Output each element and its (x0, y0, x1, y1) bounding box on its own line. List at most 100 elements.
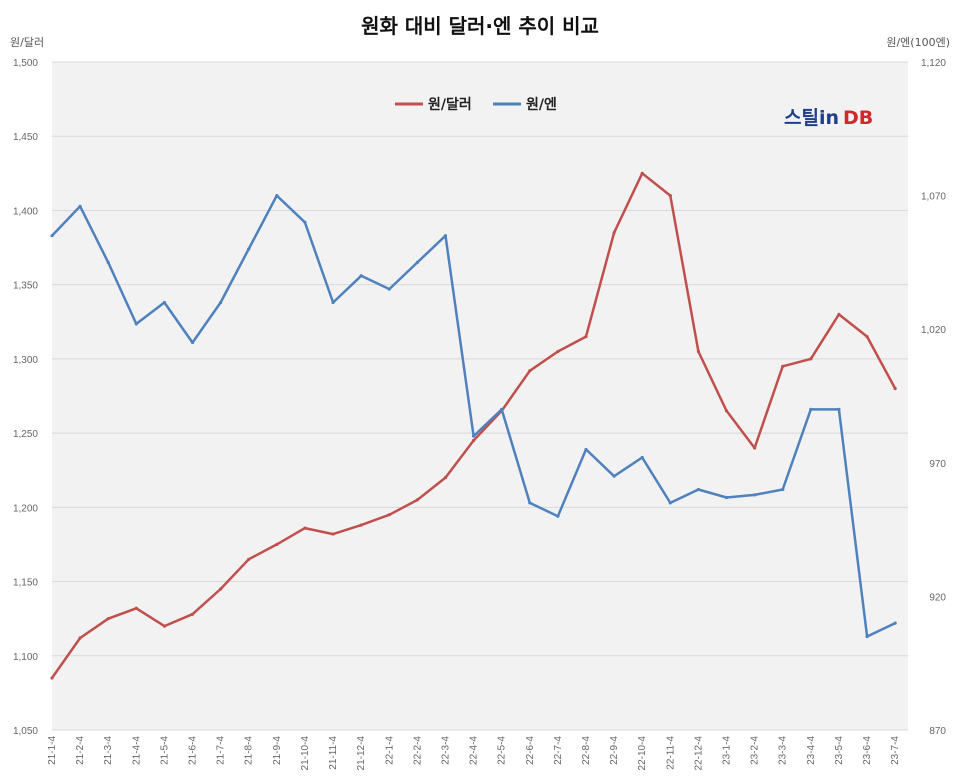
x-tick-label: 22-3-4 (440, 736, 451, 765)
data-point (303, 220, 307, 224)
x-tick-label: 22-4-4 (469, 736, 480, 765)
x-tick-label: 21-8-4 (244, 736, 255, 765)
x-tick-label: 23-2-4 (750, 736, 761, 765)
y-right-tick-label: 870 (929, 726, 946, 737)
x-tick-label: 22-7-4 (553, 736, 564, 765)
y-left-tick-label: 1,100 (13, 652, 38, 663)
data-point (275, 194, 279, 198)
x-tick-label: 22-5-4 (497, 736, 508, 765)
data-point (809, 357, 813, 361)
data-point (584, 447, 588, 452)
data-point (753, 446, 757, 450)
x-tick-label: 21-5-4 (159, 736, 170, 765)
logo-text-steelin: 스틸in (784, 107, 839, 129)
data-point (696, 487, 701, 492)
x-tick-label: 23-1-4 (722, 736, 733, 765)
gridlines (52, 61, 908, 731)
y-right-tick-label: 970 (929, 459, 946, 470)
data-point (612, 231, 616, 235)
x-tick-label: 21-10-4 (300, 736, 311, 771)
data-point (50, 676, 54, 680)
data-point (331, 300, 335, 305)
data-point (696, 349, 701, 354)
y-left-tick-label: 1,300 (13, 355, 38, 366)
data-point (556, 349, 560, 354)
x-tick-label: 21-6-4 (188, 736, 199, 765)
y-right-tick-label: 920 (929, 592, 946, 603)
data-point (415, 260, 419, 264)
x-tick-label: 23-6-4 (862, 736, 873, 765)
data-point (640, 455, 644, 460)
y-left-tick-label: 1,350 (13, 281, 38, 292)
data-point (134, 322, 138, 326)
data-point (781, 487, 785, 492)
x-tick-label: 21-1-4 (47, 736, 58, 765)
data-point (50, 234, 54, 238)
data-point (724, 409, 729, 413)
x-tick-label: 22-9-4 (609, 736, 620, 765)
y-left-axis-title: 원/달러 (10, 36, 44, 49)
data-point (668, 501, 672, 505)
data-point (162, 300, 167, 305)
x-tick-label: 22-10-4 (637, 736, 648, 771)
data-point (471, 434, 476, 438)
data-point (359, 274, 363, 278)
data-point (219, 300, 223, 305)
data-point (724, 495, 729, 500)
data-point (528, 369, 532, 373)
x-tick-label: 21-3-4 (103, 736, 114, 765)
data-point (528, 501, 532, 505)
data-point (865, 634, 869, 639)
x-tick-label: 21-2-4 (75, 736, 86, 765)
y-right-tick-label: 1,120 (921, 58, 946, 69)
data-point (78, 636, 82, 640)
y-right-tick-label: 1,020 (921, 325, 946, 336)
x-tick-label: 22-12-4 (693, 736, 704, 771)
x-tick-label: 23-7-4 (890, 736, 901, 765)
y-left-tick-label: 1,200 (13, 503, 38, 514)
data-point (612, 474, 616, 478)
x-tick-label: 22-6-4 (525, 736, 536, 765)
data-point (809, 407, 813, 411)
x-tick-label: 21-9-4 (272, 736, 283, 765)
data-point (500, 407, 504, 411)
x-tick-label: 22-11-4 (665, 736, 676, 770)
plot-area (52, 62, 908, 730)
x-tick-label: 21-4-4 (131, 736, 142, 765)
data-point (415, 498, 419, 502)
data-point (837, 312, 841, 316)
x-tick-label: 23-4-4 (806, 736, 817, 765)
y-left-tick-label: 1,400 (13, 206, 38, 217)
x-tick-labels: 21-1-4 21-2-4 21-3-4 21-4-4 21-5-4 21-6-4 21-7… (47, 736, 901, 771)
y-right-tick-label: 1,070 (921, 192, 946, 203)
data-point (893, 621, 897, 625)
x-tick-label: 21-11-4 (328, 736, 339, 770)
data-point (556, 514, 560, 518)
data-point (162, 624, 167, 628)
x-tick-label: 22-8-4 (581, 736, 592, 765)
data-point (303, 526, 307, 530)
y-left-tick-label: 1,150 (13, 578, 38, 589)
data-point (247, 247, 251, 251)
data-point (219, 587, 223, 591)
y-right-axis-title: 원/엔(100엔) (886, 36, 950, 49)
data-point (865, 335, 869, 339)
data-point (190, 612, 195, 616)
data-point (247, 557, 251, 561)
data-point (471, 438, 476, 443)
y-right-tick-labels: 870 920 970 1,020 1,070 1,120 (921, 58, 946, 737)
data-point (668, 194, 672, 198)
data-point (190, 340, 195, 345)
series-lines (50, 171, 897, 680)
data-point (134, 606, 138, 610)
data-point (106, 617, 110, 621)
y-left-tick-label: 1,500 (13, 58, 38, 69)
data-point (78, 204, 82, 208)
x-tick-label: 21-7-4 (216, 736, 227, 765)
data-point (275, 542, 279, 547)
data-point (640, 171, 644, 175)
y-left-tick-label: 1,450 (13, 132, 38, 143)
data-point (443, 476, 448, 480)
data-point (106, 260, 110, 264)
